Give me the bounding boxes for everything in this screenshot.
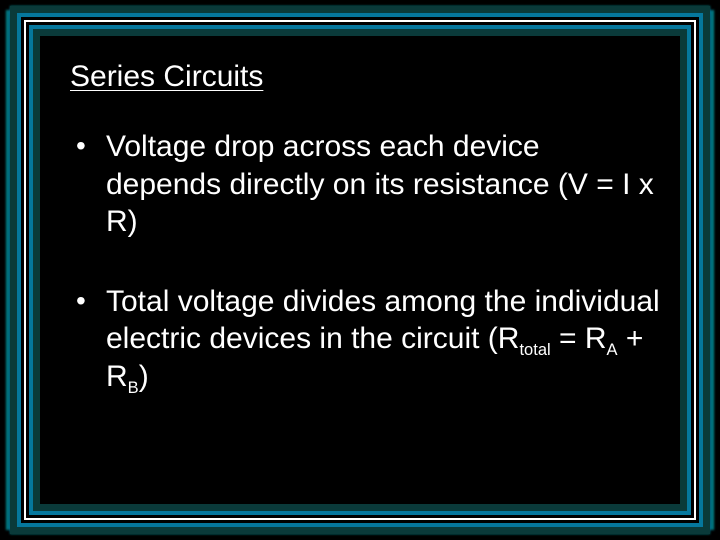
border-glow-top xyxy=(10,6,710,20)
bullet-text-tail: ) xyxy=(139,360,149,393)
subscript-b: B xyxy=(128,379,139,397)
slide-stage: Series Circuits Voltage drop across each… xyxy=(0,0,720,540)
subscript-total: total xyxy=(519,341,550,359)
bullet-text-mid1: = R xyxy=(551,322,607,355)
subscript-a: A xyxy=(607,341,618,359)
list-item: Total voltage divides among the individu… xyxy=(70,283,660,396)
slide-title: Series Circuits xyxy=(70,60,660,94)
border-glow-right xyxy=(700,10,714,530)
list-item: Voltage drop across each device depends … xyxy=(70,128,660,241)
bullet-list: Voltage drop across each device depends … xyxy=(70,128,660,395)
border-glow-left xyxy=(6,10,20,530)
slide-content: Series Circuits Voltage drop across each… xyxy=(70,60,660,437)
border-glow-bottom xyxy=(10,520,710,534)
bullet-text: Voltage drop across each device depends … xyxy=(106,130,654,238)
